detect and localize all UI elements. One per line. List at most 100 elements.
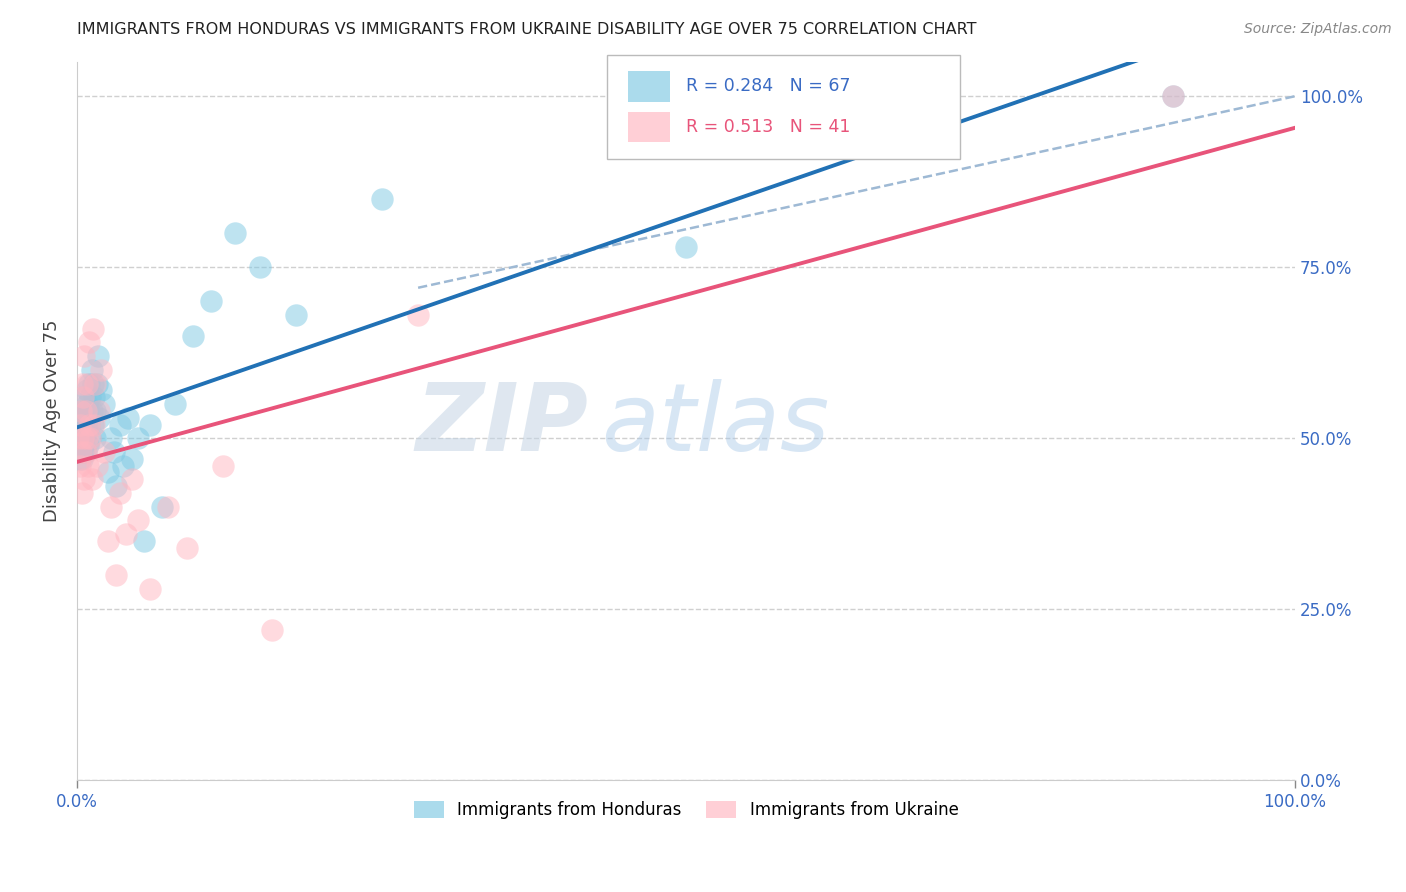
Y-axis label: Disability Age Over 75: Disability Age Over 75 — [44, 320, 60, 523]
Point — [105, 568, 128, 582]
Point — [200, 294, 222, 309]
Point — [72, 417, 94, 432]
Point — [84, 404, 107, 418]
Point — [103, 445, 125, 459]
Point — [69, 451, 91, 466]
Text: R = 0.284   N = 67: R = 0.284 N = 67 — [686, 78, 851, 95]
Point — [80, 363, 103, 377]
Point — [77, 438, 100, 452]
Point — [139, 582, 162, 596]
Point — [96, 466, 118, 480]
Point — [82, 322, 104, 336]
Point — [67, 431, 90, 445]
Point — [117, 410, 139, 425]
Point — [79, 390, 101, 404]
Point — [370, 192, 392, 206]
Point — [87, 410, 110, 425]
Point — [157, 500, 180, 514]
Legend: Immigrants from Honduras, Immigrants from Ukraine: Immigrants from Honduras, Immigrants fro… — [406, 795, 965, 826]
Point — [1161, 89, 1184, 103]
Point — [72, 445, 94, 459]
Point — [121, 472, 143, 486]
Point — [75, 404, 97, 418]
Point — [86, 376, 108, 391]
Point — [181, 328, 204, 343]
Point — [675, 240, 697, 254]
Point — [76, 376, 98, 391]
Point — [76, 397, 98, 411]
Point — [82, 376, 104, 391]
Point — [77, 335, 100, 350]
Point — [77, 404, 100, 418]
Point — [76, 425, 98, 439]
Point — [75, 417, 97, 432]
Point — [285, 308, 308, 322]
Point — [100, 500, 122, 514]
Point — [67, 445, 90, 459]
Point — [76, 384, 98, 398]
Point — [82, 417, 104, 432]
Point — [84, 431, 107, 445]
Point — [77, 417, 100, 432]
Point — [73, 472, 96, 486]
Point — [105, 479, 128, 493]
Point — [72, 431, 94, 445]
Point — [176, 541, 198, 555]
Point — [72, 390, 94, 404]
Point — [77, 417, 100, 432]
Point — [73, 349, 96, 363]
Point — [72, 431, 94, 445]
Point — [249, 260, 271, 275]
Point — [90, 384, 112, 398]
Point — [87, 404, 110, 418]
Bar — [627, 112, 671, 143]
Point — [112, 458, 135, 473]
Point — [69, 417, 91, 432]
Point — [163, 397, 186, 411]
Point — [67, 417, 90, 432]
Point — [70, 376, 93, 391]
Point — [70, 486, 93, 500]
Bar — [627, 71, 671, 102]
Text: R = 0.513   N = 41: R = 0.513 N = 41 — [686, 119, 851, 136]
Point — [73, 438, 96, 452]
Point — [77, 410, 100, 425]
Point — [69, 438, 91, 452]
Point — [80, 404, 103, 418]
Point — [84, 376, 107, 391]
Point — [69, 445, 91, 459]
Point — [108, 417, 131, 432]
Point — [93, 445, 115, 459]
Point — [72, 390, 94, 404]
Point — [114, 527, 136, 541]
Point — [96, 533, 118, 548]
Point — [69, 417, 91, 432]
Point — [83, 417, 105, 432]
Point — [127, 513, 149, 527]
Point — [69, 445, 91, 459]
Point — [69, 404, 91, 418]
Point — [1161, 89, 1184, 103]
Text: ZIP: ZIP — [416, 379, 589, 471]
Point — [127, 431, 149, 445]
Point — [132, 533, 155, 548]
Point — [108, 486, 131, 500]
Point — [69, 431, 91, 445]
Point — [70, 451, 93, 466]
Text: atlas: atlas — [600, 379, 830, 470]
Point — [79, 431, 101, 445]
Point — [139, 417, 162, 432]
Point — [69, 425, 91, 439]
Point — [67, 431, 90, 445]
Point — [73, 425, 96, 439]
FancyBboxPatch shape — [607, 54, 960, 159]
Point — [75, 445, 97, 459]
Point — [86, 458, 108, 473]
Point — [77, 458, 100, 473]
Text: IMMIGRANTS FROM HONDURAS VS IMMIGRANTS FROM UKRAINE DISABILITY AGE OVER 75 CORRE: IMMIGRANTS FROM HONDURAS VS IMMIGRANTS F… — [77, 22, 977, 37]
Point — [70, 425, 93, 439]
Point — [121, 451, 143, 466]
Point — [76, 431, 98, 445]
Point — [87, 349, 110, 363]
Point — [406, 308, 429, 322]
